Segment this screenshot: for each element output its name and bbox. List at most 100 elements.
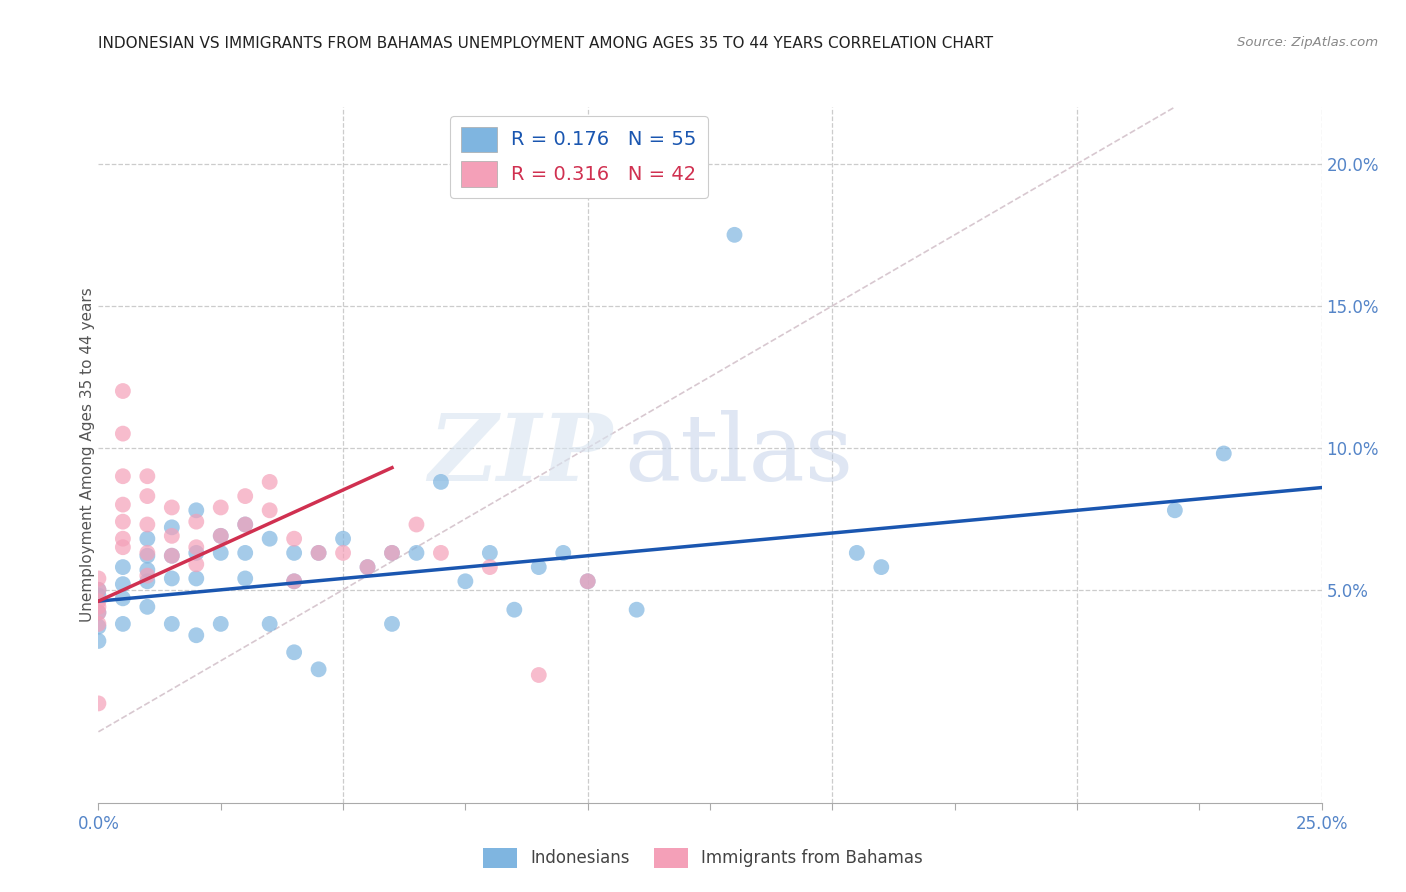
Point [160,549,183,563]
Point [87,582,110,597]
Point [186,558,208,572]
Point [87,620,110,634]
Point [186,503,208,517]
Point [283,645,305,659]
Point [111,384,134,398]
Point [111,591,134,606]
Point [233,517,256,532]
Point [186,571,208,585]
Point [283,574,305,589]
Point [136,574,159,589]
Point [332,546,354,560]
Point [160,500,183,515]
Point [1212,446,1234,460]
Point [111,532,134,546]
Point [87,634,110,648]
Point [87,594,110,608]
Point [160,571,183,585]
Point [527,560,550,574]
Point [111,577,134,591]
Point [136,469,159,483]
Point [136,517,159,532]
Point [381,616,404,631]
Point [186,628,208,642]
Legend: R = 0.176   N = 55, R = 0.316   N = 42: R = 0.176 N = 55, R = 0.316 N = 42 [450,116,707,198]
Point [87,599,110,614]
Point [111,616,134,631]
Text: ZIP: ZIP [427,410,612,500]
Point [553,546,575,560]
Point [356,560,378,574]
Point [233,489,256,503]
Legend: Indonesians, Immigrants from Bahamas: Indonesians, Immigrants from Bahamas [477,841,929,875]
Point [233,546,256,560]
Point [136,532,159,546]
Point [454,574,477,589]
Point [87,582,110,597]
Point [723,227,745,242]
Point [87,606,110,620]
Point [259,616,281,631]
Point [87,616,110,631]
Point [136,489,159,503]
Point [160,520,183,534]
Point [233,571,256,585]
Point [87,606,110,620]
Point [209,529,232,543]
Point [283,574,305,589]
Point [160,616,183,631]
Point [87,697,110,711]
Point [111,469,134,483]
Point [478,546,501,560]
Point [527,668,550,682]
Point [405,517,427,532]
Point [870,560,893,574]
Point [87,571,110,585]
Point [160,549,183,563]
Point [308,546,330,560]
Point [308,546,330,560]
Point [111,515,134,529]
Point [576,574,599,589]
Point [136,568,159,582]
Point [259,532,281,546]
Point [478,560,501,574]
Text: atlas: atlas [624,410,853,500]
Point [283,546,305,560]
Point [233,517,256,532]
Point [186,540,208,554]
Point [136,546,159,560]
Point [503,603,526,617]
Point [209,500,232,515]
Point [186,515,208,529]
Text: INDONESIAN VS IMMIGRANTS FROM BAHAMAS UNEMPLOYMENT AMONG AGES 35 TO 44 YEARS COR: INDONESIAN VS IMMIGRANTS FROM BAHAMAS UN… [98,36,994,51]
Point [209,546,232,560]
Point [405,546,427,560]
Point [626,603,648,617]
Point [111,426,134,441]
Point [308,662,330,676]
Point [430,475,453,489]
Point [111,498,134,512]
Point [136,549,159,563]
Y-axis label: Unemployment Among Ages 35 to 44 years: Unemployment Among Ages 35 to 44 years [80,287,94,623]
Point [332,532,354,546]
Point [381,546,404,560]
Point [430,546,453,560]
Point [209,616,232,631]
Point [259,503,281,517]
Point [87,589,110,603]
Point [576,574,599,589]
Point [136,599,159,614]
Point [381,546,404,560]
Point [1164,503,1187,517]
Point [209,529,232,543]
Text: Source: ZipAtlas.com: Source: ZipAtlas.com [1237,36,1378,49]
Point [111,560,134,574]
Point [186,546,208,560]
Point [160,529,183,543]
Point [356,560,378,574]
Point [845,546,868,560]
Point [283,532,305,546]
Point [111,540,134,554]
